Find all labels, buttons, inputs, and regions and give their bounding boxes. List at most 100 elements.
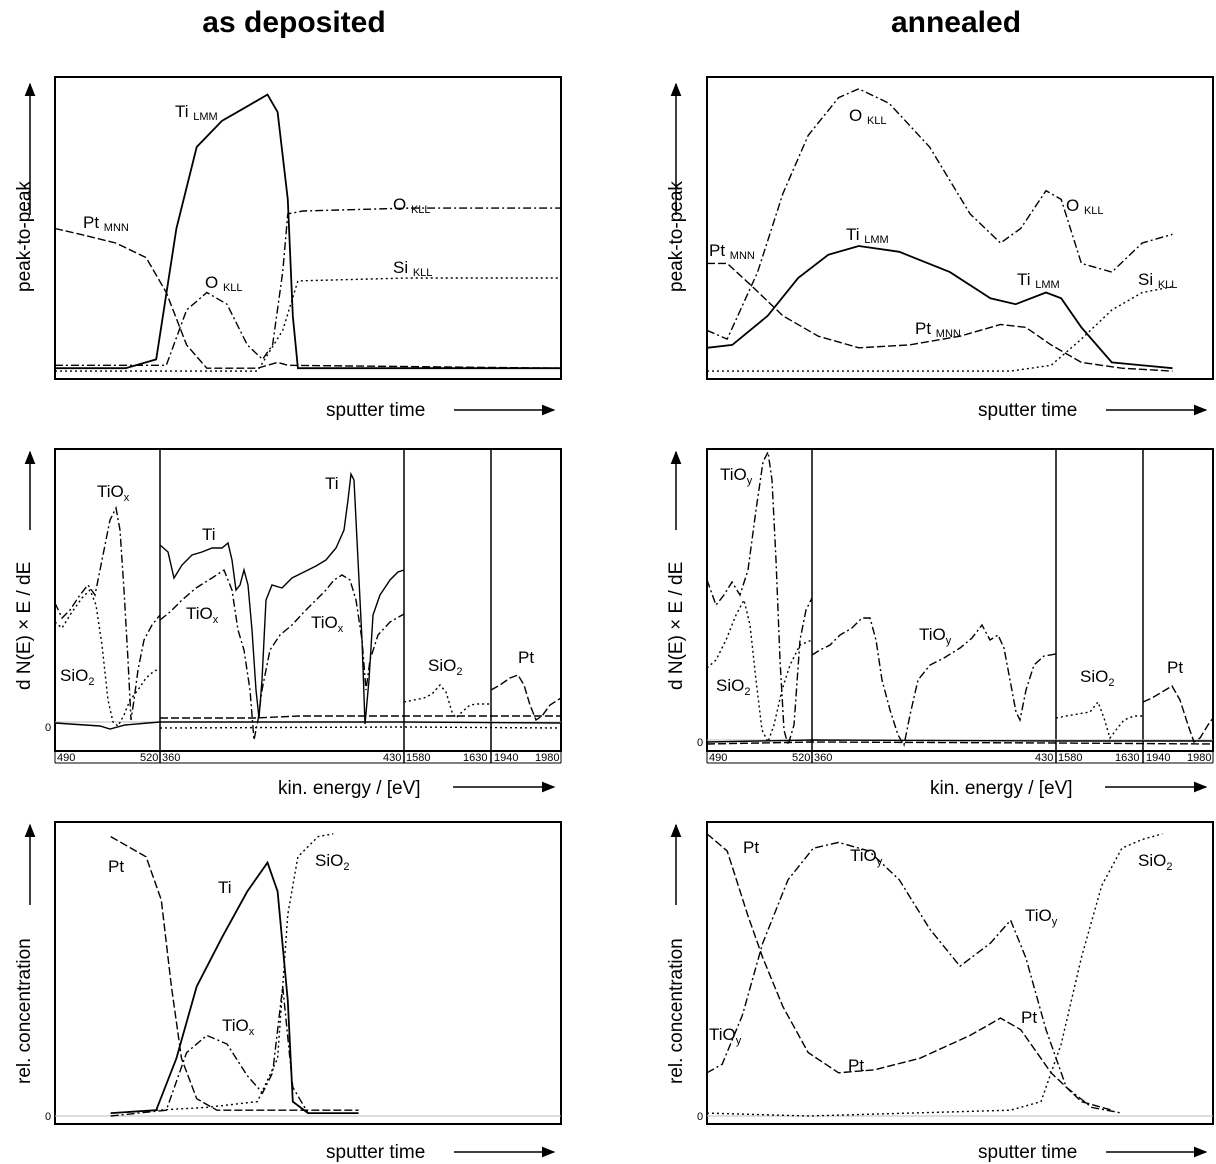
panel-dep-spec: 0 490 520 360 430 1580 1630 1940 1980 Ti… [14,448,562,799]
tick-label: 490 [57,752,75,764]
tick-label: 430 [1035,752,1053,764]
label-pt: Pt [743,838,759,857]
series-line-pt [490,674,562,722]
tick-label: 1940 [1146,752,1170,764]
series-line-sio2 [706,833,1163,1117]
tick-label: 360 [814,752,832,764]
label-ti: Ti [325,474,339,493]
panel-dep-conc: 0 Pt Ti SiO2 TiOx rel. concentration spu… [14,821,562,1163]
plot-frame [706,76,1214,380]
label-si-kll: Si KLL [1138,270,1177,291]
label-pt: Pt [1167,658,1183,677]
series-line-tioy [706,841,1123,1114]
tick-label: 360 [162,752,180,764]
label-o-kll: O KLL [849,106,887,127]
label-pt-mnn: Pt MNN [83,213,129,234]
series-line-sio2 [54,588,161,728]
tick-label: 1630 [463,752,487,764]
ann-spec-traces [706,449,1214,748]
tick-label: 1940 [494,752,518,764]
label-sio2: SiO2 [1138,851,1172,873]
series-line-baseline [706,741,1214,745]
plot-frame [54,76,562,380]
label-o-kll-2: O KLL [205,273,243,294]
x-axis-label: kin. energy / [eV] [278,778,421,799]
label-pt: Pt [848,1056,864,1075]
label-pt-mnn-2: Pt MNN [915,319,961,340]
label-sio2: SiO2 [60,666,94,688]
tick-label: 1980 [1187,752,1211,764]
y-axis-label: rel. concentration [666,938,687,1084]
column-title-annealed: annealed [890,6,1022,39]
series-line-sio2 [403,683,491,720]
x-axis-label: kin. energy / [eV] [930,778,1073,799]
tick-label: 490 [709,752,727,764]
y-axis-label: d N(E) × E / dE [666,562,687,690]
dep-spec-traces [54,471,562,741]
label-tioy: TiOy [709,1025,742,1047]
series-line-sio2 [1055,700,1143,740]
series-line-o-kll [55,207,561,366]
x-axis-label: sputter time [326,400,425,421]
series-line-ti-flat [54,721,562,730]
tick-label: 520 [792,752,810,764]
x-axis-label: sputter time [978,1142,1077,1163]
tick-label: 1580 [406,752,430,764]
tick-label: 520 [140,752,158,764]
zero-label: 0 [45,722,51,734]
series-line-tioy [706,449,813,748]
zero-label: 0 [697,1111,703,1123]
x-axis-label: sputter time [978,400,1077,421]
y-axis-label: peak-to-peak [14,181,35,292]
series-line-pt-mnn [707,262,1173,372]
series-line-si-kll [55,277,561,372]
tick-label: 430 [383,752,401,764]
series-line-si-kll [707,286,1173,372]
label-tioy: TiOy [850,846,883,868]
label-tioy: TiOy [1025,906,1058,928]
series-line-pt-mnn [54,227,562,369]
label-tiox: TiOx [97,482,130,504]
series-line-sio2 [156,833,334,1111]
tick-label: 1980 [535,752,559,764]
plot-area [706,833,1163,1117]
panel-ann-conc: 0 Pt TiOy SiO2 TiOy Pt TiOy Pt rel. conc… [666,821,1214,1163]
label-pt: Pt [1021,1008,1037,1027]
series-line-tiox [54,505,161,721]
zero-label: 0 [697,737,703,749]
y-axis-label: rel. concentration [14,938,35,1084]
series-line-ti-lmm [706,245,1173,370]
plot-area [54,93,562,372]
label-sio2: SiO2 [315,851,349,873]
column-title-as-deposited: as deposited [202,6,386,39]
label-tiox: TiOx [311,613,344,635]
x-axis-label: sputter time [326,1142,425,1163]
plot-area [706,88,1173,372]
label-tiox: TiOx [222,1016,255,1038]
series-line-baseline [159,726,562,729]
y-axis-label: d N(E) × E / dE [14,562,35,690]
series-line-o-kll [706,88,1173,341]
series-line-baseline [160,715,561,719]
zero-label: 0 [45,1111,51,1123]
label-o-kll: O KLL [393,195,431,216]
label-pt: Pt [518,648,534,667]
series-line-baseline [706,739,1213,743]
series-line-pt [110,835,359,1111]
plot-area [110,833,359,1117]
label-ti: Ti [218,878,232,897]
label-pt-mnn: Pt MNN [709,241,755,262]
label-tioy: TiOy [720,465,753,487]
panel-dep-aes: Ti LMM O KLL Pt MNN Si KLL O KLL peak-to… [14,76,562,421]
label-tioy: TiOy [919,625,952,647]
panel-ann-aes: O KLL O KLL Ti LMM Pt MNN Ti LMM Si KLL … [666,76,1214,421]
label-sio2: SiO2 [1080,667,1114,689]
series-line-ti [159,471,405,725]
label-sio2: SiO2 [428,656,462,678]
series-line-tioy [811,617,1057,747]
series-line-tiox [159,568,405,741]
tick-label: 1580 [1058,752,1082,764]
series-line-pt [1142,685,1214,744]
series-line-tiox [110,986,309,1117]
